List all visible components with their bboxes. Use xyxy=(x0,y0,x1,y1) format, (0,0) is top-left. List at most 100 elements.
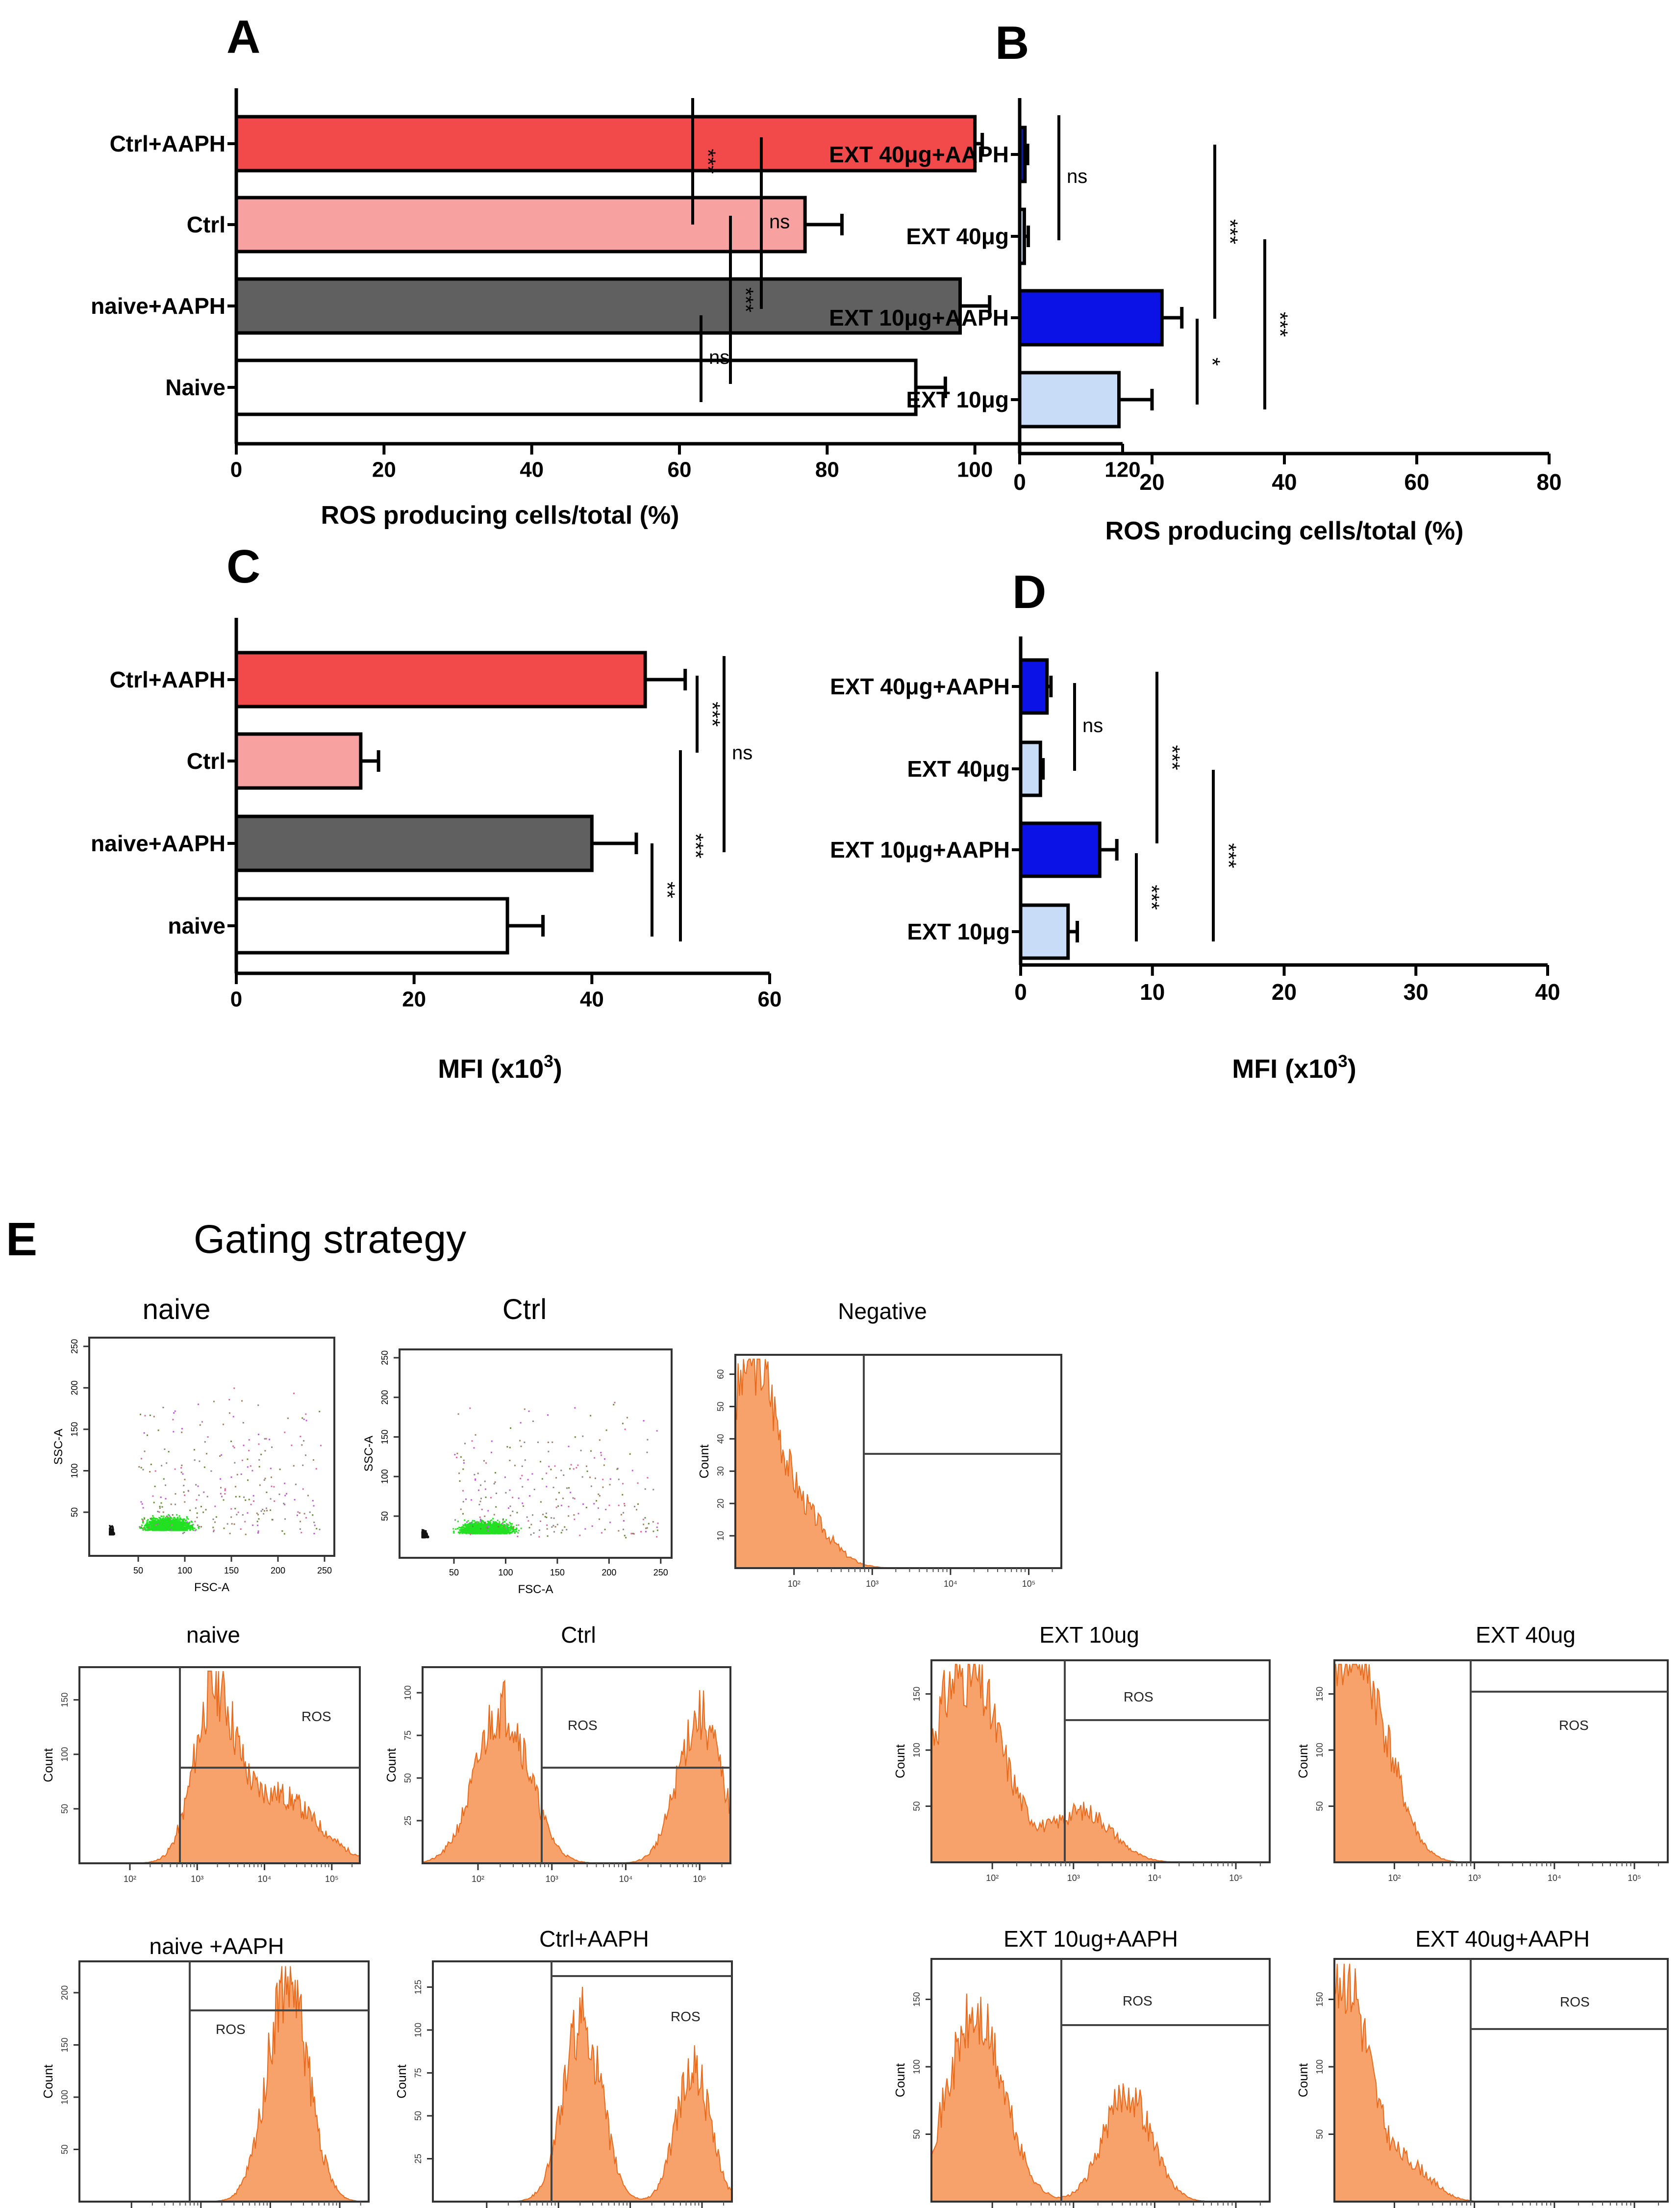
bar-3 xyxy=(1019,903,1070,960)
histogram-6: EXT 10ug+AAPHROSCount5010015010²10³10⁴10… xyxy=(893,1926,1271,2208)
y-tick-label: 150 xyxy=(1315,1687,1325,1701)
histogram-fill xyxy=(931,1664,1270,1863)
bar-0 xyxy=(234,651,647,709)
x-tick-label-5: 100 xyxy=(957,457,993,482)
x-tick-label: 10² xyxy=(124,1874,136,1884)
y-tick-label: 250 xyxy=(380,1350,390,1365)
x-tick-label: 100 xyxy=(498,1568,513,1577)
x-tick-label-2: 40 xyxy=(1272,469,1297,495)
ros-gate-label: ROS xyxy=(1124,1689,1153,1704)
x-axis-label: MFI (x103) xyxy=(1232,1052,1356,1084)
significance-label-3: ns xyxy=(769,211,790,233)
x-tick-label: 10³ xyxy=(1067,1873,1080,1883)
bar-1 xyxy=(234,732,363,790)
significance-label-0: *** xyxy=(696,149,720,174)
x-tick-label-0: 0 xyxy=(1013,469,1026,495)
y-axis-label: Count xyxy=(394,2064,409,2099)
x-axis-label: ROS producing cells/total (%) xyxy=(321,501,679,530)
y-tick-label: 50 xyxy=(70,1507,79,1517)
x-axis-label-text: ROS producing cells/total (%) xyxy=(1105,517,1464,545)
ros-gate-label: ROS xyxy=(216,2022,246,2037)
x-axis-label-sup: 3 xyxy=(1338,1052,1348,1071)
scatter-points xyxy=(421,1401,659,1539)
significance-label-1: ns xyxy=(709,347,729,368)
scatter-1: Ctrl FSC-A SSC-A 50 100 150 200 250 50 100 150 200 2… xyxy=(362,1294,673,1596)
ros-gate-label: ROS xyxy=(301,1709,331,1724)
significance-label-2: *** xyxy=(1218,219,1242,244)
x-tick-label: 10³ xyxy=(1468,1873,1481,1883)
y-tick-label: 200 xyxy=(70,1380,79,1395)
panel-letter-e: E xyxy=(6,1213,37,1266)
y-tick-label: 50 xyxy=(60,1804,70,1814)
category-label-2: naive+AAPH xyxy=(91,293,226,319)
y-tick-label: 125 xyxy=(413,1980,423,1994)
histogram-fill xyxy=(422,1679,731,1864)
histogram-1: Ctrl ROS Count 25 50 75 100 10² 10³ 10⁴ 10⁵ xyxy=(384,1622,731,1884)
significance-label-1: ** xyxy=(655,882,679,898)
y-axis-label: Count xyxy=(697,1444,711,1478)
x-tick-label: 50 xyxy=(449,1568,459,1577)
y-axis-label: SSC-A xyxy=(362,1436,376,1472)
plot-frame xyxy=(930,1958,1271,2203)
scatter-title: naive xyxy=(143,1294,211,1325)
x-tick-label: 10⁴ xyxy=(258,1874,272,1884)
x-tick-label-0: 0 xyxy=(1014,979,1027,1005)
bar-3 xyxy=(234,897,509,955)
y-tick-label: 150 xyxy=(70,1422,79,1437)
x-axis-label: FSC-A xyxy=(194,1581,229,1594)
y-tick-label: 60 xyxy=(716,1370,726,1379)
histogram-title: naive +AAPH xyxy=(150,1933,284,1959)
category-label-1: Ctrl xyxy=(187,212,226,237)
bar-2 xyxy=(234,814,594,872)
significance-label-3: *** xyxy=(1216,843,1240,868)
y-tick-label: 75 xyxy=(403,1730,413,1740)
chart-c: Ctrl+AAPH Ctrl naive+AAPH naive 0 20 40 60 MFI (… xyxy=(91,618,781,1084)
x-tick-label-0: 0 xyxy=(230,987,242,1011)
x-axis-label-text: ROS producing cells/total (%) xyxy=(321,501,679,530)
x-tick-label: 250 xyxy=(653,1568,668,1577)
x-axis-label: MFI (x103) xyxy=(438,1052,562,1084)
y-axis-label: Count xyxy=(384,1748,399,1782)
scatter-points xyxy=(109,1387,322,1536)
x-tick-label-6: 120 xyxy=(1104,457,1140,482)
significance-label-1: * xyxy=(1200,357,1224,366)
x-axis-label-end: ) xyxy=(1348,1054,1356,1084)
ros-gate-label: ROS xyxy=(1559,1718,1589,1733)
x-axis-label-sup: 3 xyxy=(544,1052,553,1071)
histogram-title: EXT 40ug xyxy=(1476,1622,1576,1648)
significance-label-3: *** xyxy=(1268,312,1292,337)
x-tick-label: 150 xyxy=(550,1568,565,1577)
histogram-0: naive ROS Count 50 100 150 10² 10³ 10⁴ 10⁵ xyxy=(41,1622,361,1884)
category-label-3: EXT 10μg xyxy=(906,387,1009,412)
x-tick-label: 10⁵ xyxy=(1022,1579,1035,1589)
x-tick-label: 250 xyxy=(317,1566,332,1575)
x-tick-label: 100 xyxy=(177,1566,192,1575)
category-label-3: naive xyxy=(168,913,226,939)
x-tick-label: 10³ xyxy=(546,1874,558,1884)
plot-frame xyxy=(88,1337,335,1557)
y-tick-label: 50 xyxy=(1315,2129,1325,2139)
y-tick-label: 150 xyxy=(912,1687,922,1701)
x-tick-label: 200 xyxy=(602,1568,616,1577)
significance-label-0: ns xyxy=(1067,166,1087,187)
category-label-2: EXT 10μg+AAPH xyxy=(830,837,1010,863)
bar-3 xyxy=(234,358,918,416)
ros-gate-label: ROS xyxy=(671,2009,701,2024)
x-tick-label: 10⁴ xyxy=(944,1579,957,1589)
y-tick-label: 150 xyxy=(912,1992,922,2006)
plot-frame xyxy=(1333,1958,1669,2203)
bar-2 xyxy=(234,277,962,335)
chart-b: EXT 40μg+AAPH EXT 40μg EXT 10μg+AAPH EXT 10… xyxy=(829,98,1562,545)
gating-panels: naive FSC-A SSC-A 50 100 150 200 250 50 100 150 200… xyxy=(41,1294,1669,2208)
x-tick-label: 10⁴ xyxy=(619,1874,633,1884)
x-tick-label: 10³ xyxy=(866,1579,878,1589)
y-tick-label: 20 xyxy=(716,1498,726,1508)
category-label-2: naive+AAPH xyxy=(91,831,226,856)
y-axis-label: Count xyxy=(41,2064,55,2099)
gating-title: Gating strategy xyxy=(194,1217,466,1262)
y-tick-label: 30 xyxy=(716,1466,726,1476)
x-tick-label: 10² xyxy=(788,1579,801,1589)
bar-1 xyxy=(234,196,807,254)
x-tick-label: 10² xyxy=(472,1874,484,1884)
panel-letter-c: C xyxy=(226,540,260,593)
